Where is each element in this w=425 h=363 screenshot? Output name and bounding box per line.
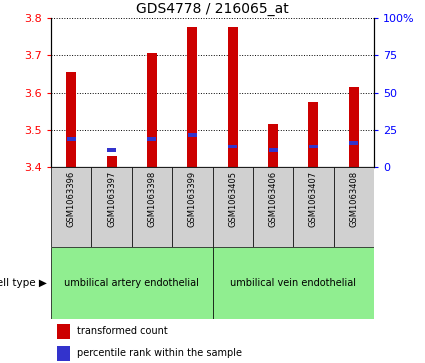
Text: percentile rank within the sample: percentile rank within the sample xyxy=(77,348,242,358)
Text: GSM1063396: GSM1063396 xyxy=(67,171,76,227)
Bar xyxy=(187,28,197,167)
Bar xyxy=(188,134,197,137)
Bar xyxy=(91,167,132,247)
Title: GDS4778 / 216065_at: GDS4778 / 216065_at xyxy=(136,2,289,16)
Text: cell type ▶: cell type ▶ xyxy=(0,278,47,288)
Text: GSM1063398: GSM1063398 xyxy=(147,171,156,227)
Text: GSM1063408: GSM1063408 xyxy=(349,171,358,227)
Bar xyxy=(147,53,157,167)
Text: GSM1063399: GSM1063399 xyxy=(188,171,197,227)
Bar xyxy=(147,137,156,141)
Bar xyxy=(107,156,116,167)
Bar xyxy=(66,72,76,167)
Text: umbilical artery endothelial: umbilical artery endothelial xyxy=(64,278,199,288)
Bar xyxy=(269,148,278,152)
Text: umbilical vein endothelial: umbilical vein endothelial xyxy=(230,278,356,288)
Bar xyxy=(349,141,358,145)
Bar xyxy=(268,124,278,167)
Bar xyxy=(293,167,334,247)
Bar xyxy=(51,167,91,247)
Bar xyxy=(107,148,116,152)
Text: GSM1063397: GSM1063397 xyxy=(107,171,116,227)
Bar xyxy=(212,167,253,247)
Text: GSM1063405: GSM1063405 xyxy=(228,171,237,227)
Text: GSM1063407: GSM1063407 xyxy=(309,171,318,227)
Bar xyxy=(132,167,172,247)
Bar xyxy=(172,167,212,247)
Bar xyxy=(212,247,374,319)
Bar xyxy=(349,87,359,167)
Bar xyxy=(228,28,238,167)
Bar xyxy=(57,324,71,339)
Bar xyxy=(309,102,318,167)
Bar xyxy=(51,247,212,319)
Text: GSM1063406: GSM1063406 xyxy=(269,171,278,227)
Bar xyxy=(253,167,293,247)
Bar xyxy=(334,167,374,247)
Bar xyxy=(309,145,318,148)
Text: transformed count: transformed count xyxy=(77,326,167,336)
Bar xyxy=(67,137,76,141)
Bar xyxy=(57,346,71,361)
Bar xyxy=(228,145,237,148)
